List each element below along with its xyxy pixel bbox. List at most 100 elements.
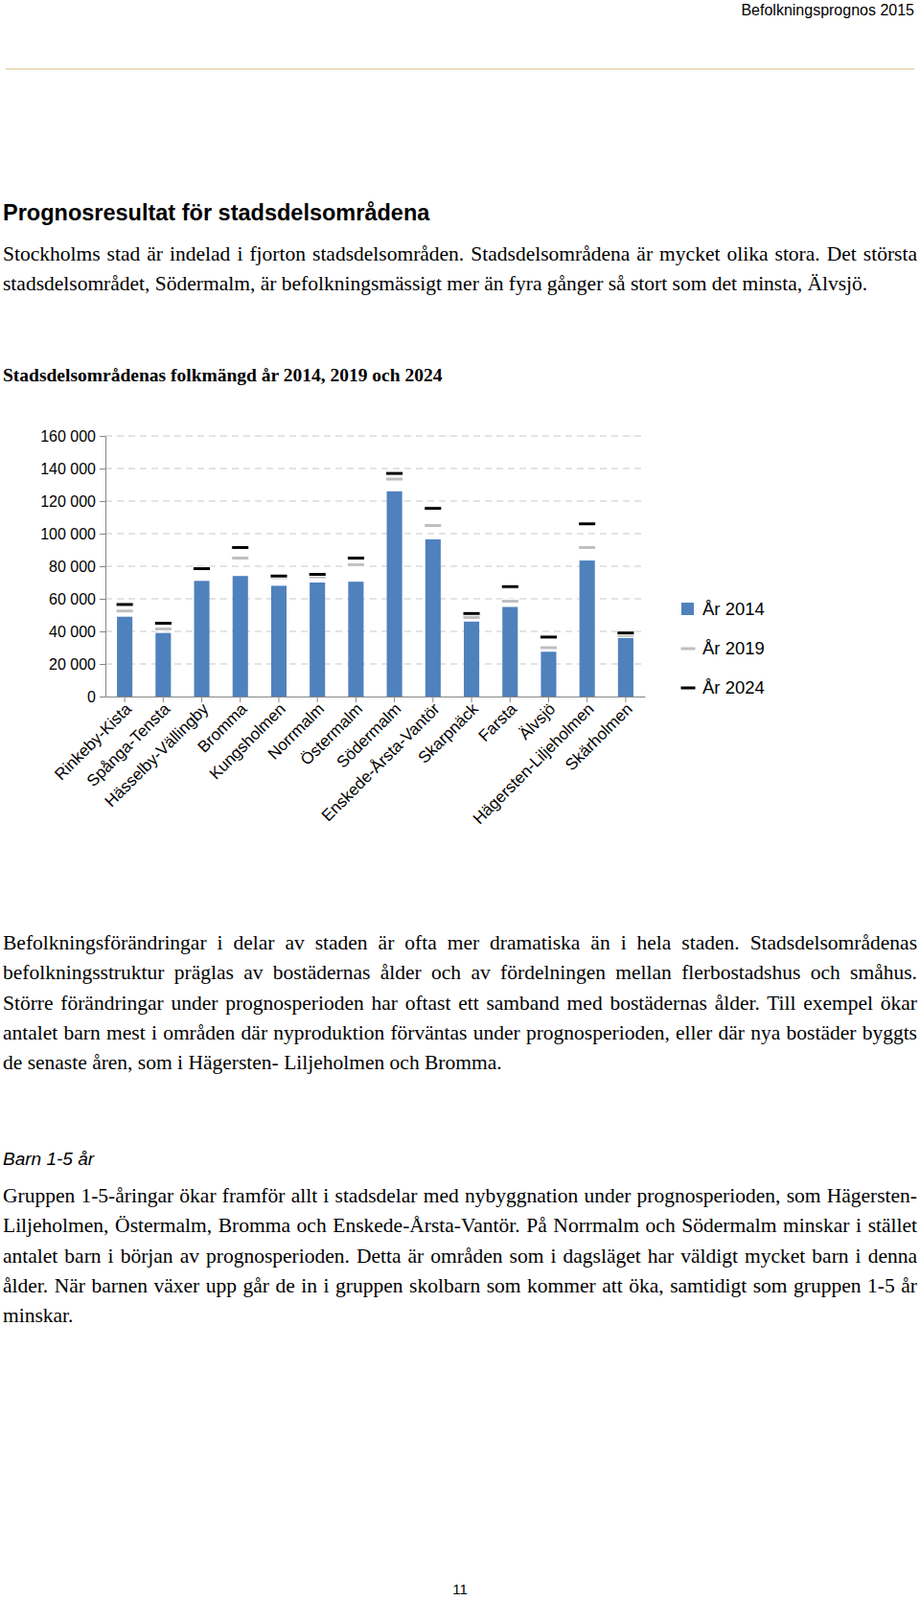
grid-line xyxy=(105,468,645,470)
dash-marker xyxy=(462,611,481,616)
tick-mark xyxy=(99,631,106,633)
tick: 160 000 xyxy=(40,428,106,445)
tick-mark xyxy=(393,696,395,703)
series xyxy=(116,491,634,697)
dash-marker xyxy=(462,616,481,621)
paragraph: Befolkningsförändringar i delar av stade… xyxy=(2,928,918,1079)
tick-mark xyxy=(586,696,588,703)
tick: Skärholmen xyxy=(561,696,637,775)
bar xyxy=(347,581,364,697)
tick-mark xyxy=(509,696,511,703)
bar xyxy=(232,575,249,697)
dash-marker xyxy=(192,567,210,572)
dash-marker xyxy=(578,522,597,527)
tick-mark xyxy=(317,696,319,703)
tick-mark xyxy=(99,533,106,535)
dash-marker xyxy=(346,562,365,567)
tick-mark xyxy=(99,664,106,666)
dash-marker xyxy=(578,545,597,550)
subheading: Barn 1-5 år xyxy=(2,1149,94,1171)
dash-marker xyxy=(386,477,404,482)
tick: 80 000 xyxy=(48,558,106,575)
tick-label: 160 000 xyxy=(40,428,96,445)
tick-mark xyxy=(99,436,106,437)
dash-marker xyxy=(192,567,210,572)
paragraph: Stockholms stad är indelad i fjorton sta… xyxy=(2,239,918,300)
tick-label: 20 000 xyxy=(48,656,96,673)
page-header: Befolkningsprognos 2015 xyxy=(740,1,915,20)
bar xyxy=(155,633,171,697)
bar xyxy=(540,651,556,697)
dash-marker xyxy=(539,645,557,650)
dash-marker xyxy=(424,524,442,529)
dash-marker xyxy=(231,545,250,550)
tick: 0 xyxy=(87,689,106,706)
page-number: 11 xyxy=(0,1581,920,1598)
legend-label: År 2014 xyxy=(702,598,765,620)
legend-swatch xyxy=(680,686,696,690)
grid-line xyxy=(105,436,645,437)
category-label: Farsta xyxy=(475,699,522,746)
bar xyxy=(271,585,287,697)
dash-marker xyxy=(154,621,172,626)
dash-marker xyxy=(617,631,635,636)
dash-marker xyxy=(386,471,404,476)
tick-mark xyxy=(99,566,106,568)
bar xyxy=(463,621,480,697)
tick-mark xyxy=(277,696,279,703)
legend-swatch xyxy=(681,602,694,616)
dash-marker xyxy=(501,584,519,589)
dash-marker xyxy=(231,556,250,561)
tick: 140 000 xyxy=(40,460,106,478)
tick-mark xyxy=(432,696,434,703)
bar xyxy=(579,560,596,697)
legend-label: År 2024 xyxy=(702,677,765,698)
chart-title: Stadsdelsområdenas folkmängd år 2014, 20… xyxy=(2,365,443,386)
axis-line xyxy=(106,696,646,698)
legend-label: År 2019 xyxy=(702,638,765,659)
category-label: Skarpnäck xyxy=(414,699,483,768)
x-axis: Rinkeby-KistaSpånga-TenstaHässelby-Välli… xyxy=(50,696,645,828)
grid-line xyxy=(105,598,645,600)
dash-marker xyxy=(115,602,134,607)
tick: 40 000 xyxy=(48,623,106,641)
grid-line xyxy=(105,566,645,568)
legend-item: År 2014 xyxy=(681,598,765,620)
tick-mark xyxy=(548,696,550,703)
tick: Farsta xyxy=(475,696,522,746)
category-label: Hässelby-Vällingby xyxy=(101,699,213,811)
tick-mark xyxy=(162,696,164,703)
dash-marker xyxy=(115,609,134,614)
tick-label: 60 000 xyxy=(48,591,96,608)
tick-label: 140 000 xyxy=(40,460,96,478)
tick-mark xyxy=(99,696,106,698)
bar xyxy=(116,617,133,697)
dash-marker xyxy=(270,574,288,578)
tick: 120 000 xyxy=(40,493,106,510)
tick: Skarpnäck xyxy=(414,696,483,768)
dash-marker xyxy=(539,635,557,640)
tick-label: 100 000 xyxy=(40,526,96,543)
tick-mark xyxy=(99,598,106,600)
tick-label: 40 000 xyxy=(48,623,96,641)
tick-mark xyxy=(624,696,626,703)
tick-label: 0 xyxy=(87,689,96,706)
dash-marker xyxy=(346,556,365,561)
tick-mark xyxy=(201,696,203,703)
y-axis: 0 20 000 40 000 60 000 80 000 100 000 120 000 1… xyxy=(40,428,106,706)
dash-marker xyxy=(424,506,442,511)
bar xyxy=(193,580,209,697)
tick: 60 000 xyxy=(48,591,106,608)
legend-swatch xyxy=(680,646,696,651)
tick-mark xyxy=(99,501,106,503)
grid-line xyxy=(105,501,645,503)
dash-marker xyxy=(308,573,326,577)
tick-mark xyxy=(471,696,473,703)
tick-mark xyxy=(239,696,241,703)
bar xyxy=(309,582,325,697)
legend: År 2014 År 2019 År 2024 xyxy=(680,598,765,698)
legend-item: År 2019 xyxy=(680,638,765,659)
dash-marker xyxy=(501,599,519,604)
tick-mark xyxy=(99,468,106,470)
header-rule xyxy=(5,68,915,69)
